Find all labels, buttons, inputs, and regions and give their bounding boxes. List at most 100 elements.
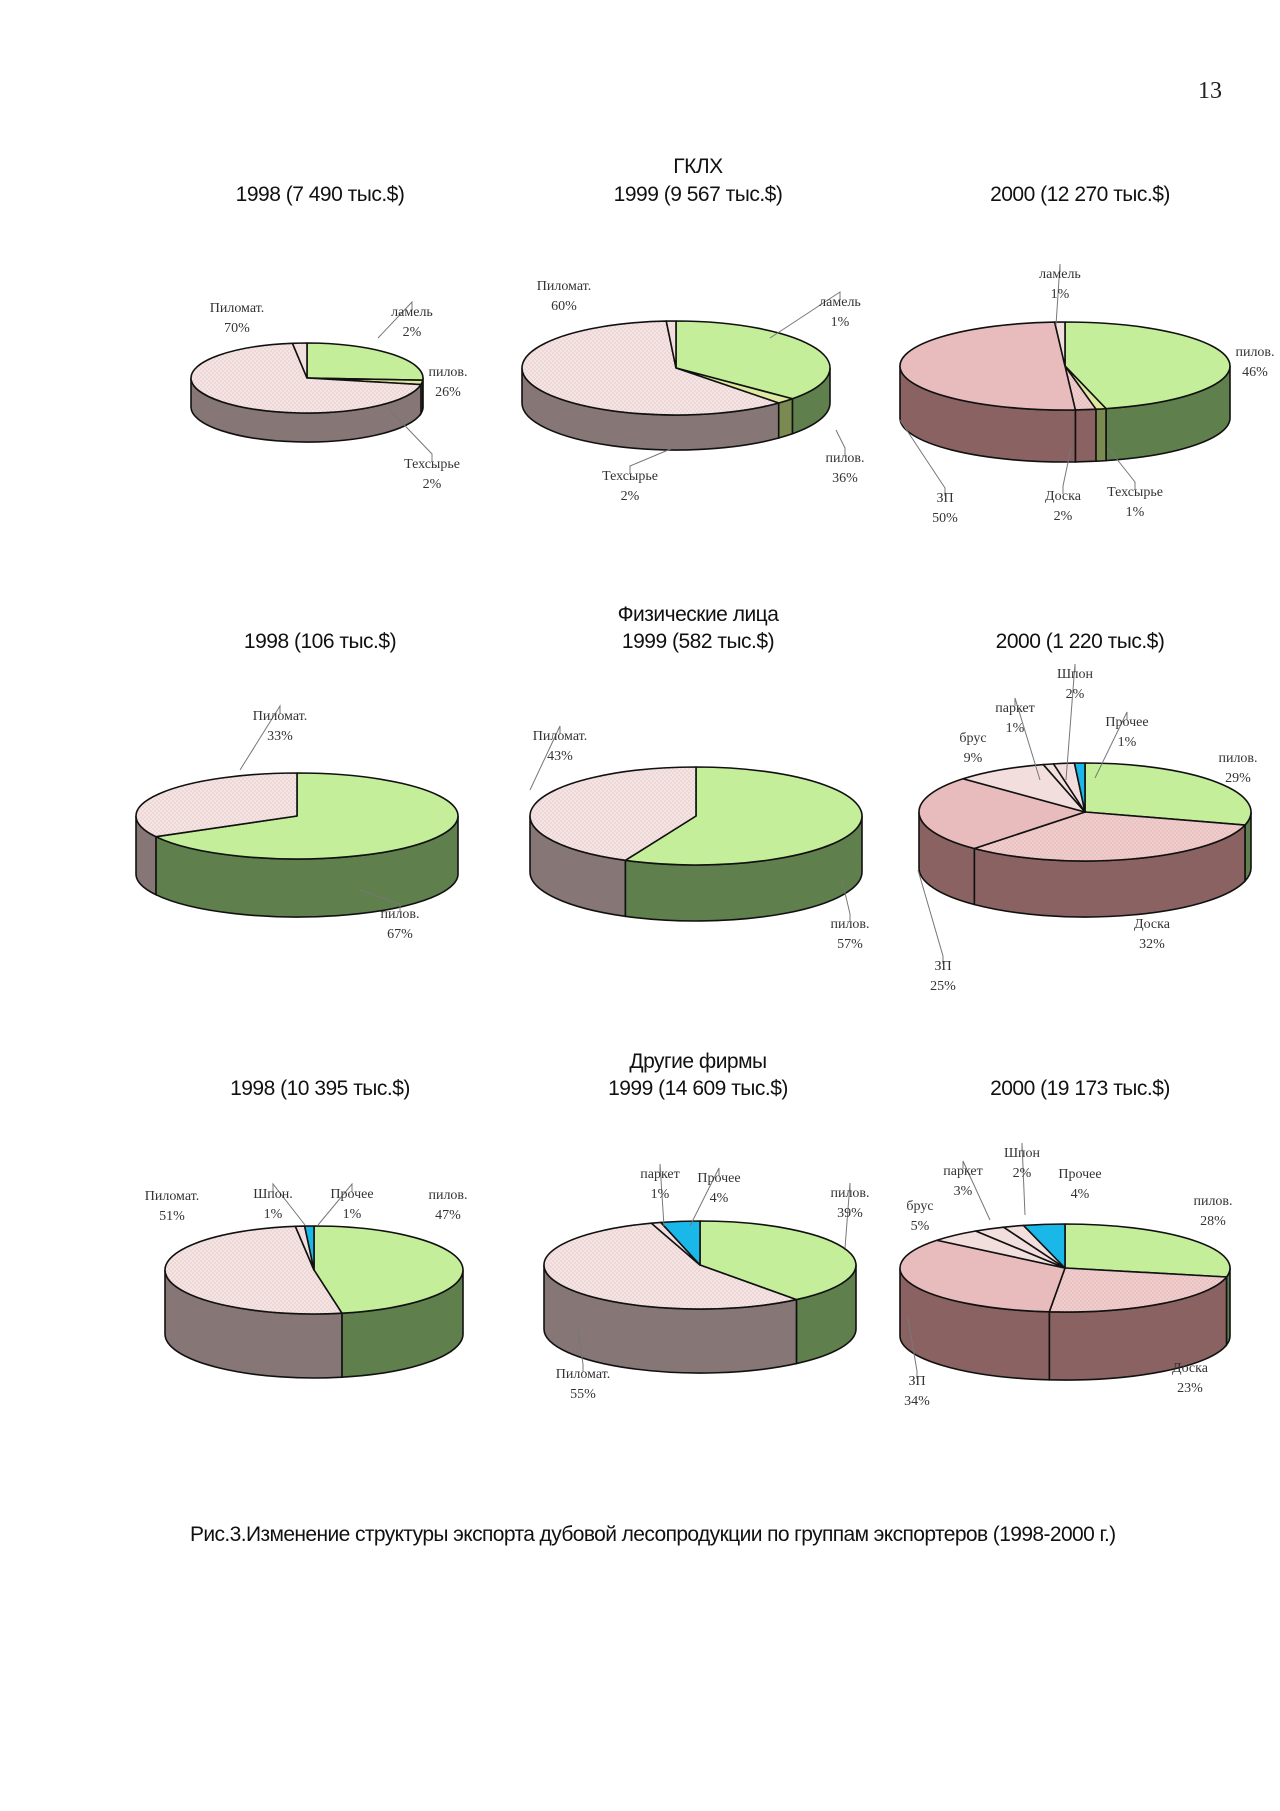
pie-slice-individuals-1999-0 (624, 766, 863, 866)
slice-value-gklh-2000-2: 2% (1054, 509, 1073, 524)
slice-value-individuals-2000-0: 29% (1225, 771, 1251, 786)
pie-chart-gklh-1998: пилов. 26% Техсырье 2% Пиломат. 70% ламель 2% (190, 300, 468, 492)
slice-label-gklh-2000-4: ламель (1039, 267, 1081, 282)
slice-label-individuals-2000-4: паркет (995, 701, 1035, 716)
slice-label-individuals-2000-1: Доска (1134, 917, 1171, 932)
slice-label-other-firms-2000-5: Шпон (1004, 1146, 1041, 1161)
leader-line-gklh-2000-1 (1107, 447, 1136, 490)
leader-line-gklh-1999-1 (629, 447, 674, 474)
slice-value-other-firms-1998-3: 1% (343, 1207, 362, 1222)
pie-slice-gklh-1999-0 (675, 320, 831, 400)
slice-label-gklh-2000-3: ЗП (936, 491, 953, 506)
chart-title-gklh-1998: 1998 (7 490 тыс.$) (235, 183, 405, 206)
pie-slice-other-firms-2000-0 (1064, 1223, 1231, 1278)
chart-title-other-firms-1998: 1998 (10 395 тыс.$) (230, 1077, 410, 1100)
leader-line-gklh-1998-3 (377, 300, 413, 339)
group-title-individuals: Физические лица (617, 603, 779, 626)
pie-slice-other-firms-2000-2 (899, 1239, 1066, 1313)
pie-slice-other-firms-2000-6 (1022, 1223, 1066, 1269)
slice-label-individuals-1998-0: пилов. (380, 907, 419, 922)
leader-line-individuals-2000-4 (1014, 697, 1041, 781)
slice-value-gklh-1998-3: 2% (403, 325, 422, 340)
pie-slice-gklh-2000-3 (899, 321, 1077, 411)
slice-label-other-firms-2000-6: Прочее (1058, 1167, 1101, 1182)
slice-label-other-firms-1999-0: пилов. (830, 1186, 869, 1201)
slice-value-individuals-2000-4: 1% (1006, 721, 1025, 736)
leader-line-gklh-1999-3 (769, 291, 841, 339)
chart-title-gklh-1999: 1999 (9 567 тыс.$) (613, 183, 783, 206)
pie-slice-individuals-2000-6 (1073, 762, 1086, 813)
leader-line-individuals-1999-0 (841, 879, 851, 922)
slice-value-individuals-2000-1: 32% (1139, 937, 1165, 952)
leader-line-other-firms-2000-5 (1021, 1142, 1026, 1216)
leader-line-individuals-2000-2 (917, 869, 944, 964)
group-title-other-firms: Другие фирмы (629, 1050, 767, 1073)
pie-slice-individuals-1998-1 (135, 772, 298, 838)
slice-value-individuals-1998-1: 33% (267, 729, 293, 744)
slice-value-individuals-2000-6: 1% (1118, 735, 1137, 750)
pie-side-gklh-2000-2 (1074, 408, 1097, 463)
slice-label-individuals-1998-1: Пиломат. (253, 709, 308, 724)
slice-label-other-firms-2000-1: Доска (1172, 1361, 1209, 1376)
slice-label-gklh-1998-0: пилов. (428, 365, 467, 380)
slice-value-other-firms-2000-2: 34% (904, 1394, 930, 1409)
slice-value-individuals-1999-1: 43% (547, 749, 573, 764)
chart-title-individuals-1998: 1998 (106 тыс.$) (243, 630, 397, 653)
slice-label-gklh-1998-1: Техсырье (404, 457, 460, 472)
pie-slice-gklh-1998-0 (306, 342, 424, 381)
leader-line-gklh-1999-0 (835, 429, 846, 456)
slice-label-other-firms-2000-3: брус (906, 1199, 933, 1214)
slice-value-gklh-1999-2: 60% (551, 299, 577, 314)
leader-line-other-firms-1998-3 (317, 1182, 353, 1226)
slice-label-other-firms-2000-4: паркет (943, 1164, 983, 1179)
leader-line-individuals-2000-6 (1094, 711, 1128, 779)
pie-slice-individuals-1999-1 (529, 766, 697, 862)
slice-value-gklh-1999-0: 36% (832, 471, 858, 486)
pie-slice-gklh-1999-3 (665, 320, 677, 369)
leader-line-other-firms-1999-3 (689, 1167, 720, 1227)
slice-value-gklh-1999-1: 2% (621, 489, 640, 504)
pie-side-gklh-1999-1 (777, 397, 794, 440)
slice-label-gklh-2000-2: Доска (1045, 489, 1082, 504)
slice-value-individuals-2000-3: 9% (964, 751, 983, 766)
slice-value-other-firms-1999-3: 4% (710, 1191, 729, 1206)
group-title-gklh: ГКЛХ (673, 155, 723, 178)
pie-chart-other-firms-2000: пилов. 28% Доска 23% ЗП 34% брус 5% паркет 3% Шпон… (899, 1142, 1233, 1409)
slice-value-gklh-1999-3: 1% (831, 315, 850, 330)
slice-label-other-firms-2000-0: пилов. (1193, 1194, 1232, 1209)
slice-value-gklh-2000-3: 50% (932, 511, 958, 526)
pie-chart-individuals-2000: пилов. 29% Доска 32% ЗП 25% брус 9% паркет 1% Шпон… (917, 663, 1258, 994)
slice-value-other-firms-1999-2: 1% (651, 1187, 670, 1202)
slice-label-gklh-1999-2: Пиломат. (537, 279, 592, 294)
slice-label-other-firms-1998-2: Шпон. (253, 1187, 293, 1202)
slice-value-gklh-2000-0: 46% (1242, 365, 1268, 380)
slice-label-individuals-2000-2: ЗП (934, 959, 951, 974)
slice-label-other-firms-1998-1: Пиломат. (145, 1189, 200, 1204)
pie-slice-individuals-2000-2 (918, 777, 1086, 850)
pie-chart-individuals-1999: пилов. 57% Пиломат. 43% (529, 725, 870, 952)
slice-value-other-firms-2000-0: 28% (1200, 1214, 1226, 1229)
slice-label-other-firms-1998-3: Прочее (330, 1187, 373, 1202)
leader-line-other-firms-2000-4 (962, 1160, 991, 1221)
slice-label-other-firms-1998-0: пилов. (428, 1188, 467, 1203)
slice-label-other-firms-1999-3: Прочее (697, 1171, 740, 1186)
slice-value-other-firms-2000-1: 23% (1177, 1381, 1203, 1396)
slice-label-individuals-1999-1: Пиломат. (533, 729, 588, 744)
pie-slice-other-firms-1998-3 (303, 1225, 315, 1271)
pie-slice-other-firms-2000-1 (1048, 1267, 1228, 1313)
slice-value-other-firms-1999-1: 55% (570, 1387, 596, 1402)
slice-label-individuals-2000-3: брус (959, 731, 986, 746)
pie-slice-individuals-2000-1 (973, 811, 1246, 862)
pie-chart-other-firms-1998: пилов. 47% Пиломат. 51% Шпон. 1% Прочее 1% (145, 1182, 468, 1379)
pie-slice-individuals-1998-0 (155, 772, 459, 860)
pie-slice-gklh-1998-3 (291, 342, 308, 379)
pie-slice-other-firms-1998-0 (313, 1225, 464, 1315)
pie-slice-other-firms-1999-1 (543, 1222, 798, 1310)
slice-value-other-firms-1999-0: 39% (837, 1206, 863, 1221)
pie-side-gklh-2000-1 (1095, 407, 1107, 463)
pie-chart-individuals-1998: пилов. 67% Пиломат. 33% (135, 704, 459, 942)
figure-caption: Рис.3.Изменение структуры экспорта дубов… (190, 1523, 1116, 1546)
slice-label-gklh-2000-0: пилов. (1235, 345, 1274, 360)
pie-slice-other-firms-1999-3 (660, 1220, 701, 1266)
